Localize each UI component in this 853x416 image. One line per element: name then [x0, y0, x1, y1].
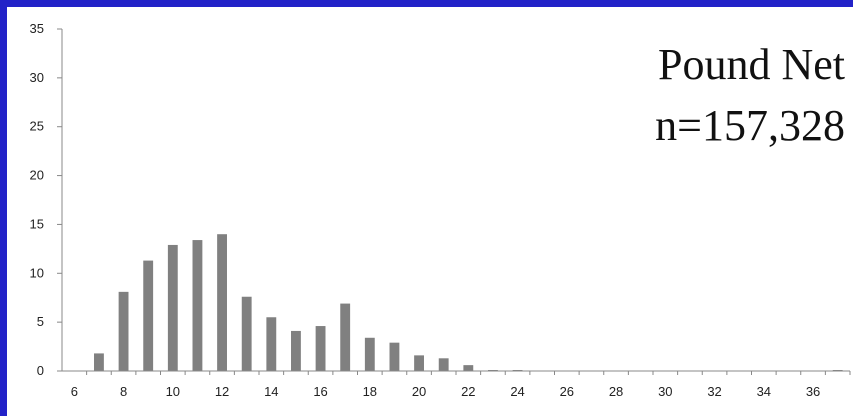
y-tick-label-15: 15 — [30, 216, 44, 231]
bar-12 — [217, 234, 227, 371]
bar-22 — [463, 365, 474, 371]
x-tick-label-10: 10 — [166, 384, 180, 399]
x-tick-label-20: 20 — [412, 384, 426, 399]
bar-15 — [291, 330, 301, 371]
bar-21 — [438, 358, 449, 371]
x-tick-label-22: 22 — [461, 384, 475, 399]
bar-8 — [118, 291, 129, 371]
x-tick-label-24: 24 — [510, 384, 524, 399]
chart-title-line-1: Pound Net — [658, 40, 845, 89]
bar-9 — [143, 260, 154, 371]
bar-13 — [241, 296, 252, 371]
bar-19 — [389, 342, 400, 371]
x-tick-label-18: 18 — [363, 384, 377, 399]
x-tick-label-26: 26 — [560, 384, 574, 399]
x-tick-label-34: 34 — [757, 384, 771, 399]
x-tick-label-36: 36 — [806, 384, 820, 399]
x-tick-label-12: 12 — [215, 384, 229, 399]
bar-16 — [315, 326, 326, 371]
y-tick-label-0: 0 — [37, 363, 44, 378]
x-tick-label-16: 16 — [313, 384, 327, 399]
x-tick-label-14: 14 — [264, 384, 278, 399]
chart-frame: 6 8 10 12 14 16 18 20 22 24 26 28 30 32 34 36 0 5 10 15 20 2… — [7, 7, 853, 416]
y-tick-label-30: 30 — [30, 70, 44, 85]
y-tick-label-35: 35 — [30, 21, 44, 36]
x-tick-label-30: 30 — [658, 384, 672, 399]
y-tick-group: 0 5 10 15 20 25 30 35 — [30, 21, 62, 378]
x-tick-label-28: 28 — [609, 384, 623, 399]
bar-10 — [167, 244, 178, 371]
bars-group — [94, 234, 843, 371]
x-tick-label-32: 32 — [707, 384, 721, 399]
bar-17 — [340, 303, 351, 371]
bar-14 — [266, 317, 277, 371]
x-tick-group: 6 8 10 12 14 16 18 20 22 24 26 28 30 32 34 36 — [71, 371, 851, 399]
x-tick-label-8: 8 — [120, 384, 127, 399]
histogram-chart: 6 8 10 12 14 16 18 20 22 24 26 28 30 32 34 36 0 5 10 15 20 2… — [30, 21, 851, 399]
bar-20 — [414, 355, 424, 371]
y-tick-label-25: 25 — [30, 119, 44, 134]
bar-18 — [364, 337, 375, 371]
x-tick-label-6: 6 — [71, 384, 78, 399]
bar-11 — [192, 240, 203, 371]
bar-7 — [94, 353, 104, 371]
y-tick-label-10: 10 — [30, 265, 44, 280]
y-tick-label-20: 20 — [30, 168, 44, 183]
y-tick-label-5: 5 — [37, 314, 44, 329]
chart-title-line-2: n=157,328 — [655, 101, 845, 150]
